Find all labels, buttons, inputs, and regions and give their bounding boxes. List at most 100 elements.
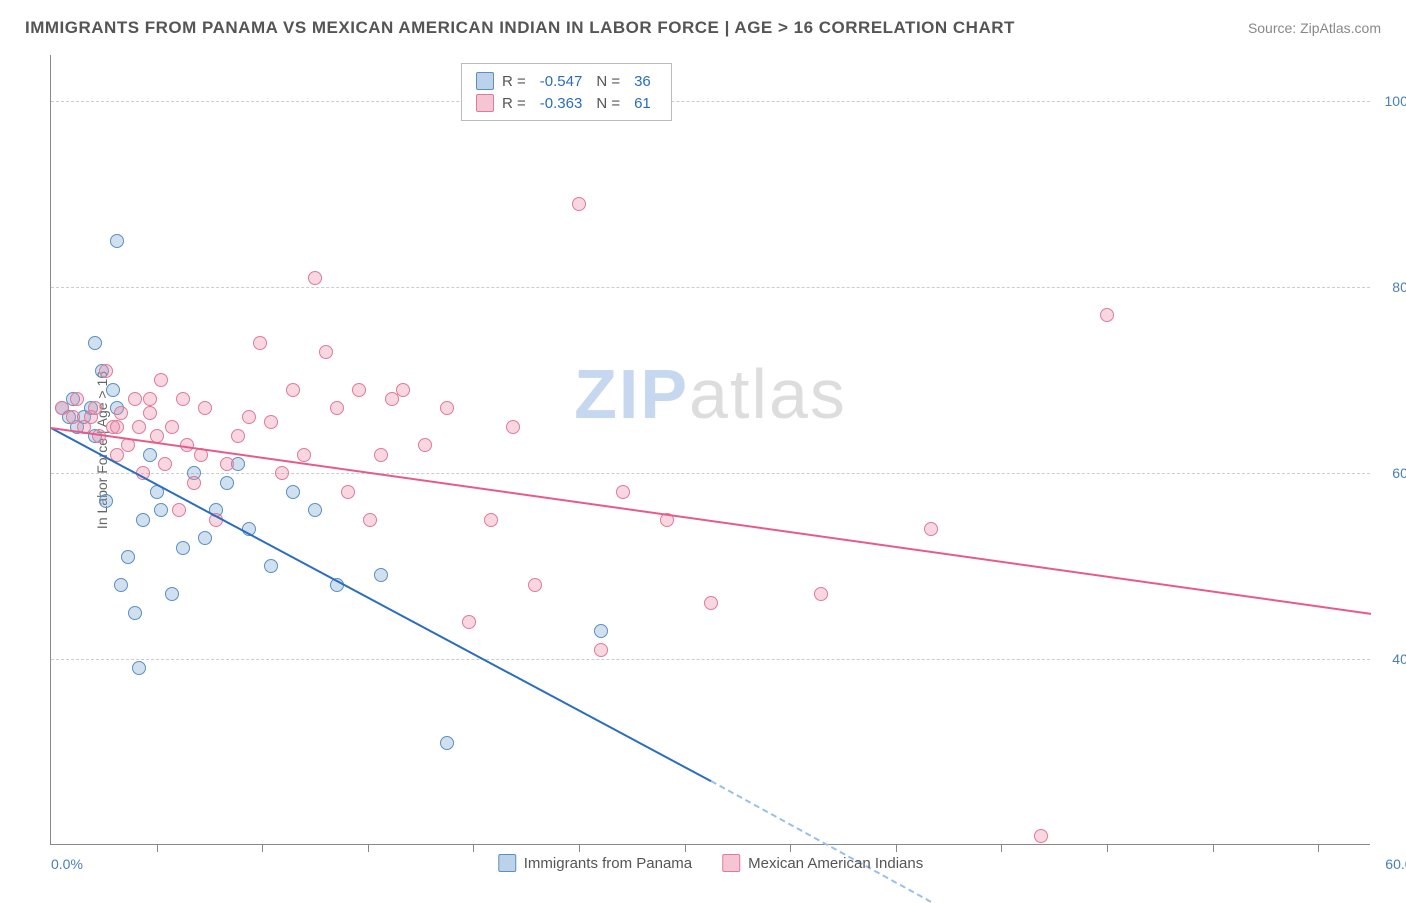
scatter-point-panama [88, 336, 102, 350]
scatter-point-mexican [172, 503, 186, 517]
scatter-point-panama [136, 513, 150, 527]
trendline-mexican [51, 427, 1371, 615]
scatter-point-mexican [128, 392, 142, 406]
scatter-point-mexican [924, 522, 938, 536]
y-tick-label: 40.0% [1392, 651, 1406, 667]
x-tick [262, 844, 263, 852]
watermark-zip: ZIP [574, 355, 689, 433]
scatter-point-mexican [440, 401, 454, 415]
n-label: N = [596, 95, 620, 112]
scatter-point-mexican [154, 373, 168, 387]
n-value: 61 [628, 95, 657, 112]
scatter-point-mexican [506, 420, 520, 434]
watermark-atlas: atlas [689, 355, 847, 433]
scatter-point-mexican [594, 643, 608, 657]
scatter-point-mexican [341, 485, 355, 499]
scatter-point-mexican [275, 466, 289, 480]
scatter-point-panama [220, 476, 234, 490]
stats-row-1: R = -0.547 N = 36 [476, 70, 657, 92]
x-tick [157, 844, 158, 852]
scatter-point-mexican [418, 438, 432, 452]
r-label: R = [502, 95, 526, 112]
x-tick [368, 844, 369, 852]
scatter-point-mexican [165, 420, 179, 434]
scatter-point-panama [440, 736, 454, 750]
scatter-point-panama [594, 624, 608, 638]
scatter-point-panama [308, 503, 322, 517]
scatter-point-mexican [396, 383, 410, 397]
scatter-point-mexican [114, 406, 128, 420]
scatter-point-panama [165, 587, 179, 601]
trendline-panama [51, 427, 712, 782]
x-tick [896, 844, 897, 852]
gridline-h [51, 659, 1370, 660]
scatter-point-mexican [814, 587, 828, 601]
gridline-h [51, 101, 1370, 102]
x-tick [790, 844, 791, 852]
scatter-point-mexican [158, 457, 172, 471]
scatter-point-mexican [1034, 829, 1048, 843]
swatch-pink-icon [476, 94, 494, 112]
scatter-point-mexican [462, 615, 476, 629]
r-value: -0.363 [534, 95, 589, 112]
scatter-point-panama [143, 448, 157, 462]
y-tick-label: 60.0% [1392, 465, 1406, 481]
scatter-point-mexican [264, 415, 278, 429]
scatter-point-mexican [297, 448, 311, 462]
chart-area: In Labor Force | Age > 16 ZIPatlas 40.0%… [50, 55, 1370, 845]
scatter-point-mexican [132, 420, 146, 434]
scatter-point-mexican [1100, 308, 1114, 322]
n-value: 36 [628, 73, 657, 90]
x-tick [1001, 844, 1002, 852]
swatch-blue-icon [498, 854, 516, 872]
legend-item-2: Mexican American Indians [722, 854, 923, 872]
trendline-panama-extended [711, 780, 932, 903]
scatter-point-mexican [572, 197, 586, 211]
scatter-point-mexican [220, 457, 234, 471]
scatter-point-panama [114, 578, 128, 592]
scatter-point-panama [264, 559, 278, 573]
swatch-pink-icon [722, 854, 740, 872]
scatter-point-mexican [143, 392, 157, 406]
x-tick [1318, 844, 1319, 852]
scatter-point-panama [99, 494, 113, 508]
scatter-point-mexican [528, 578, 542, 592]
scatter-point-panama [128, 606, 142, 620]
legend-label: Immigrants from Panama [524, 855, 692, 872]
scatter-point-mexican [330, 401, 344, 415]
scatter-point-mexican [99, 364, 113, 378]
y-tick-label: 80.0% [1392, 279, 1406, 295]
scatter-point-mexican [242, 410, 256, 424]
gridline-h [51, 473, 1370, 474]
x-tick [473, 844, 474, 852]
x-tick [685, 844, 686, 852]
scatter-point-mexican [253, 336, 267, 350]
scatter-point-mexican [88, 401, 102, 415]
scatter-point-panama [106, 383, 120, 397]
scatter-point-mexican [308, 271, 322, 285]
chart-title: IMMIGRANTS FROM PANAMA VS MEXICAN AMERIC… [25, 18, 1015, 38]
scatter-point-mexican [616, 485, 630, 499]
x-tick [1107, 844, 1108, 852]
gridline-h [51, 287, 1370, 288]
n-label: N = [596, 73, 620, 90]
scatter-point-mexican [352, 383, 366, 397]
scatter-point-panama [154, 503, 168, 517]
x-tick [1213, 844, 1214, 852]
scatter-point-mexican [374, 448, 388, 462]
x-tick [579, 844, 580, 852]
watermark: ZIPatlas [574, 354, 847, 434]
legend-item-1: Immigrants from Panama [498, 854, 692, 872]
legend-label: Mexican American Indians [748, 855, 923, 872]
r-value: -0.547 [534, 73, 589, 90]
stats-row-2: R = -0.363 N = 61 [476, 92, 657, 114]
scatter-point-panama [132, 661, 146, 675]
scatter-point-mexican [484, 513, 498, 527]
swatch-blue-icon [476, 72, 494, 90]
x-axis-max-label: 60.0% [1385, 856, 1406, 872]
scatter-point-mexican [187, 476, 201, 490]
x-axis-min-label: 0.0% [51, 856, 83, 872]
scatter-point-mexican [70, 392, 84, 406]
scatter-point-mexican [176, 392, 190, 406]
scatter-point-panama [110, 234, 124, 248]
